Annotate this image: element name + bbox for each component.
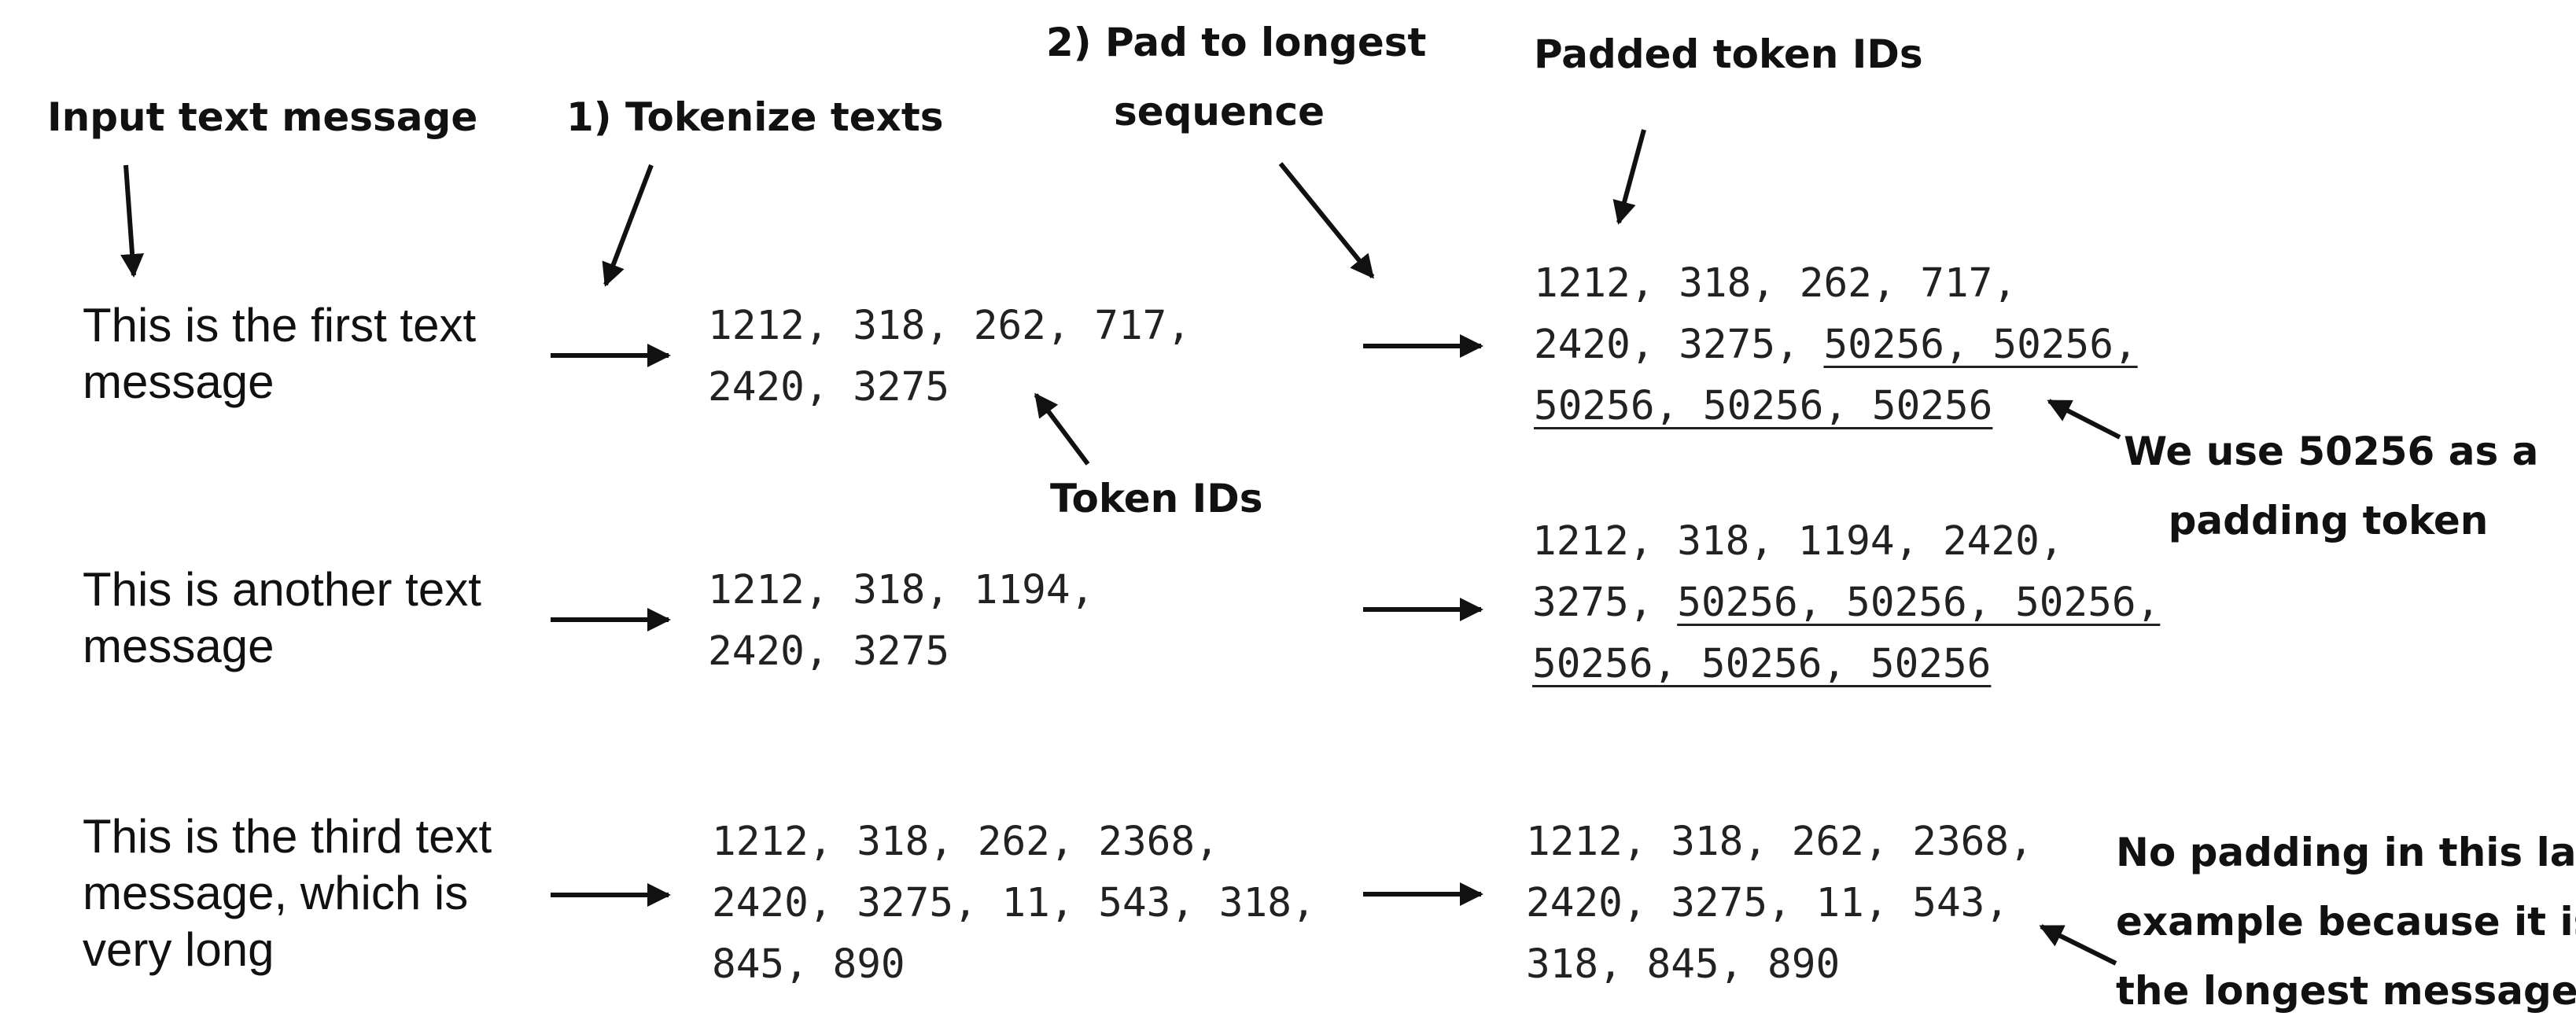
no-padding-line-2: example because it is [2116,899,2576,944]
token-id-line: 1212, 318, 262, 2368, [712,819,1219,865]
token-ids-text: 318, 845, 890 [1526,941,1841,988]
row-3-padded-ids: 1212, 318, 262, 2368, 2420, 3275, 11, 54… [1526,812,2033,996]
padded-line: 1212, 318, 1194, 2420, [1532,511,2160,573]
token-id-line: 1212, 318, 1194, [708,567,1095,613]
token-ids-text: 1212, 318, 262, 2368, [1526,819,2033,865]
padded-line: 50256, 50256, 50256 [1532,634,2160,695]
token-ids-text: 1212, 318, 1194, 2420, [1532,518,2064,565]
message-line: This is another text [83,563,481,616]
message-line: message [83,620,275,672]
pad-label-line-1: 2) Pad to longest [1046,20,1427,65]
row-2-token-ids: 1212, 318, 1194, 2420, 3275 [708,560,1094,683]
padded-token-ids-label: Padded token IDs [1534,31,1923,77]
row-1-padded-ids: 1212, 318, 262, 717, 2420, 3275, 50256, … [1534,253,2138,437]
padding-token-note: We use 50256 as a padding token [2124,417,2539,555]
pad-to-longest-label: 2) Pad to longest sequence [1046,8,1427,146]
pad-callout-arrow [1278,162,1375,279]
padded-ids-callout-arrow [1612,129,1646,225]
padded-line: 2420, 3275, 11, 543, [1526,873,2033,934]
padding-tokens: 50256, 50256, 50256 [1532,641,1992,687]
padded-line: 50256, 50256, 50256 [1534,376,2138,437]
padded-line: 2420, 3275, 50256, 50256, [1534,315,2138,376]
padding-note-line-2: padding token [2168,498,2489,543]
message-line: message [83,355,275,408]
padding-tokens: 50256, 50256, 50256 [1534,383,1993,429]
row-3-token-ids: 1212, 318, 262, 2368, 2420, 3275, 11, 54… [712,812,1316,996]
no-padding-note: No padding in this last example because … [2116,818,2576,1025]
tokenize-callout-arrow [602,164,654,287]
row-1-message: This is the first text message [83,297,476,411]
message-line: This is the third text [83,810,492,863]
tokenize-texts-label: 1) Tokenize texts [566,94,944,140]
padded-line: 1212, 318, 262, 717, [1534,253,2138,315]
input-text-message-label: Input text message [47,94,478,140]
padding-token-callout-arrow [2047,399,2121,440]
padded-line: 318, 845, 890 [1526,934,2033,996]
row-3-message: This is the third text message, which is… [83,808,492,978]
message-line: This is the first text [83,299,477,352]
token-ids-callout-arrow [1034,392,1090,466]
padding-tokens: 50256, 50256, 50256, [1677,580,2161,626]
pad-label-line-2: sequence [1113,89,1325,134]
token-ids-text: 2420, 3275, [1534,322,1824,368]
no-padding-callout-arrow [2039,924,2117,966]
no-padding-line-3: the longest message [2116,968,2576,1014]
padded-line: 3275, 50256, 50256, 50256, [1532,573,2160,634]
padding-note-line-1: We use 50256 as a [2124,429,2539,474]
row-1-token-ids: 1212, 318, 262, 717, 2420, 3275 [708,296,1191,418]
row-2-padded-ids: 1212, 318, 1194, 2420, 3275, 50256, 5025… [1532,511,2160,695]
token-id-line: 2420, 3275 [708,628,950,675]
token-id-line: 1212, 318, 262, 717, [708,303,1192,349]
token-id-line: 2420, 3275, 11, 543, 318, [712,880,1316,926]
token-id-line: 2420, 3275 [708,364,950,411]
message-line: message, which is [83,867,469,919]
padded-line: 1212, 318, 262, 2368, [1526,812,2033,873]
token-ids-text: 3275, [1532,580,1678,626]
token-ids-label: Token IDs [1050,476,1263,521]
padding-tokens: 50256, 50256, [1823,322,2138,368]
token-ids-text: 1212, 318, 262, 717, [1534,260,2018,307]
input-callout-arrow [120,164,145,278]
message-line: very long [83,923,275,976]
token-id-line: 845, 890 [712,941,905,988]
row-2-message: This is another text message [83,562,481,675]
token-ids-text: 2420, 3275, 11, 543, [1526,880,2010,926]
no-padding-line-1: No padding in this last [2116,830,2576,875]
